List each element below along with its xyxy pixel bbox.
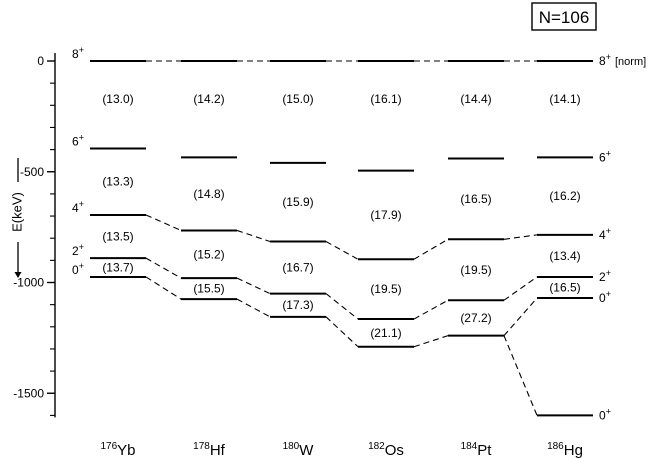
ratio-label: (21.1) xyxy=(370,326,401,340)
spin-label-left: 0+ xyxy=(72,261,84,277)
norm-note: [norm] xyxy=(615,56,646,68)
spin-label-left: 4+ xyxy=(72,199,84,215)
ratio-label: (17.3) xyxy=(282,298,313,312)
spin-label-right: 0+ xyxy=(599,289,611,305)
ratio-label: (17.9) xyxy=(370,208,401,222)
connector-4plus xyxy=(413,238,449,260)
spin-label-right: 6+ xyxy=(599,148,611,164)
ratio-label: (13.5) xyxy=(102,230,133,244)
connector-0plus-hg-ground xyxy=(503,335,538,416)
spin-label-right: 4+ xyxy=(599,226,611,242)
spin-label-left: 6+ xyxy=(72,132,84,148)
ratio-label: (15.5) xyxy=(193,282,224,296)
ratio-label: (16.5) xyxy=(460,192,491,206)
ratio-label: (19.5) xyxy=(370,282,401,296)
y-axis-title: E(keV) xyxy=(9,158,24,278)
nucleus-label: 178Hf xyxy=(193,441,226,459)
ratio-label: (19.5) xyxy=(460,263,491,277)
ratio-label: (13.4) xyxy=(549,249,580,263)
ratio-label: (14.8) xyxy=(193,187,224,201)
spin-label-right: 2+ xyxy=(599,268,611,284)
nucleus-label: 182Os xyxy=(368,441,404,459)
ratio-label: (15.0) xyxy=(282,92,313,106)
ratio-label: (14.1) xyxy=(549,92,580,106)
ratio-label: (16.2) xyxy=(549,189,580,203)
connector-2plus xyxy=(413,299,449,320)
energy-axis: 0 -500 -1000 -1500 xyxy=(13,53,56,418)
spin-label-right: 0+ xyxy=(599,406,611,422)
ratio-label: (16.1) xyxy=(370,92,401,106)
connector-2plus xyxy=(503,276,538,301)
y-axis-arrowhead xyxy=(14,272,22,278)
connector-0plus xyxy=(503,297,538,337)
connector-2plus xyxy=(325,293,359,320)
y-axis-label: E(keV) xyxy=(9,192,24,232)
ratio-label: (27.2) xyxy=(460,311,491,325)
connector-0plus xyxy=(236,298,271,318)
spin-label-left: 2+ xyxy=(72,242,84,258)
spin-label-right: 8+ xyxy=(599,52,611,68)
connector-0plus xyxy=(325,316,359,348)
title-box-text: N=106 xyxy=(539,8,590,27)
connector-lines xyxy=(145,60,538,416)
nucleus-label: 184Pt xyxy=(461,441,493,459)
ratio-label: (13.3) xyxy=(102,175,133,189)
connector-2plus xyxy=(236,277,271,295)
ratio-label: (13.0) xyxy=(102,92,133,106)
ratio-label: (14.4) xyxy=(460,92,491,106)
energy-levels xyxy=(90,60,593,417)
nucleus-label: 186Hg xyxy=(547,441,583,459)
ratio-label: (14.2) xyxy=(193,92,224,106)
nucleus-label: 180W xyxy=(283,441,315,459)
spin-label-left: 8+ xyxy=(72,45,84,61)
chart-labels: (13.0) (13.3) (13.5) (13.7) 176Yb (14.2) (14.8… xyxy=(72,45,646,459)
connector-2plus xyxy=(145,257,182,279)
connector-0plus xyxy=(145,276,182,300)
ratio-label: (15.9) xyxy=(282,195,313,209)
connector-4plus xyxy=(236,229,271,243)
connector-4plus xyxy=(503,234,538,240)
y-tick-label: -1500 xyxy=(13,386,44,400)
connector-0plus xyxy=(413,335,449,348)
y-tick-label: 0 xyxy=(37,54,44,68)
connector-4plus xyxy=(325,241,359,260)
y-tick-label: -500 xyxy=(20,165,44,179)
connector-4plus xyxy=(145,214,182,231)
ratio-label: (15.2) xyxy=(193,247,224,261)
ratio-label: (13.7) xyxy=(102,261,133,275)
y-tick-label: -1000 xyxy=(13,276,44,290)
ratio-label: (16.5) xyxy=(549,280,580,294)
nucleus-label: 176Yb xyxy=(100,441,135,459)
title-box: N=106 xyxy=(531,2,597,31)
ratio-label: (16.7) xyxy=(282,261,313,275)
